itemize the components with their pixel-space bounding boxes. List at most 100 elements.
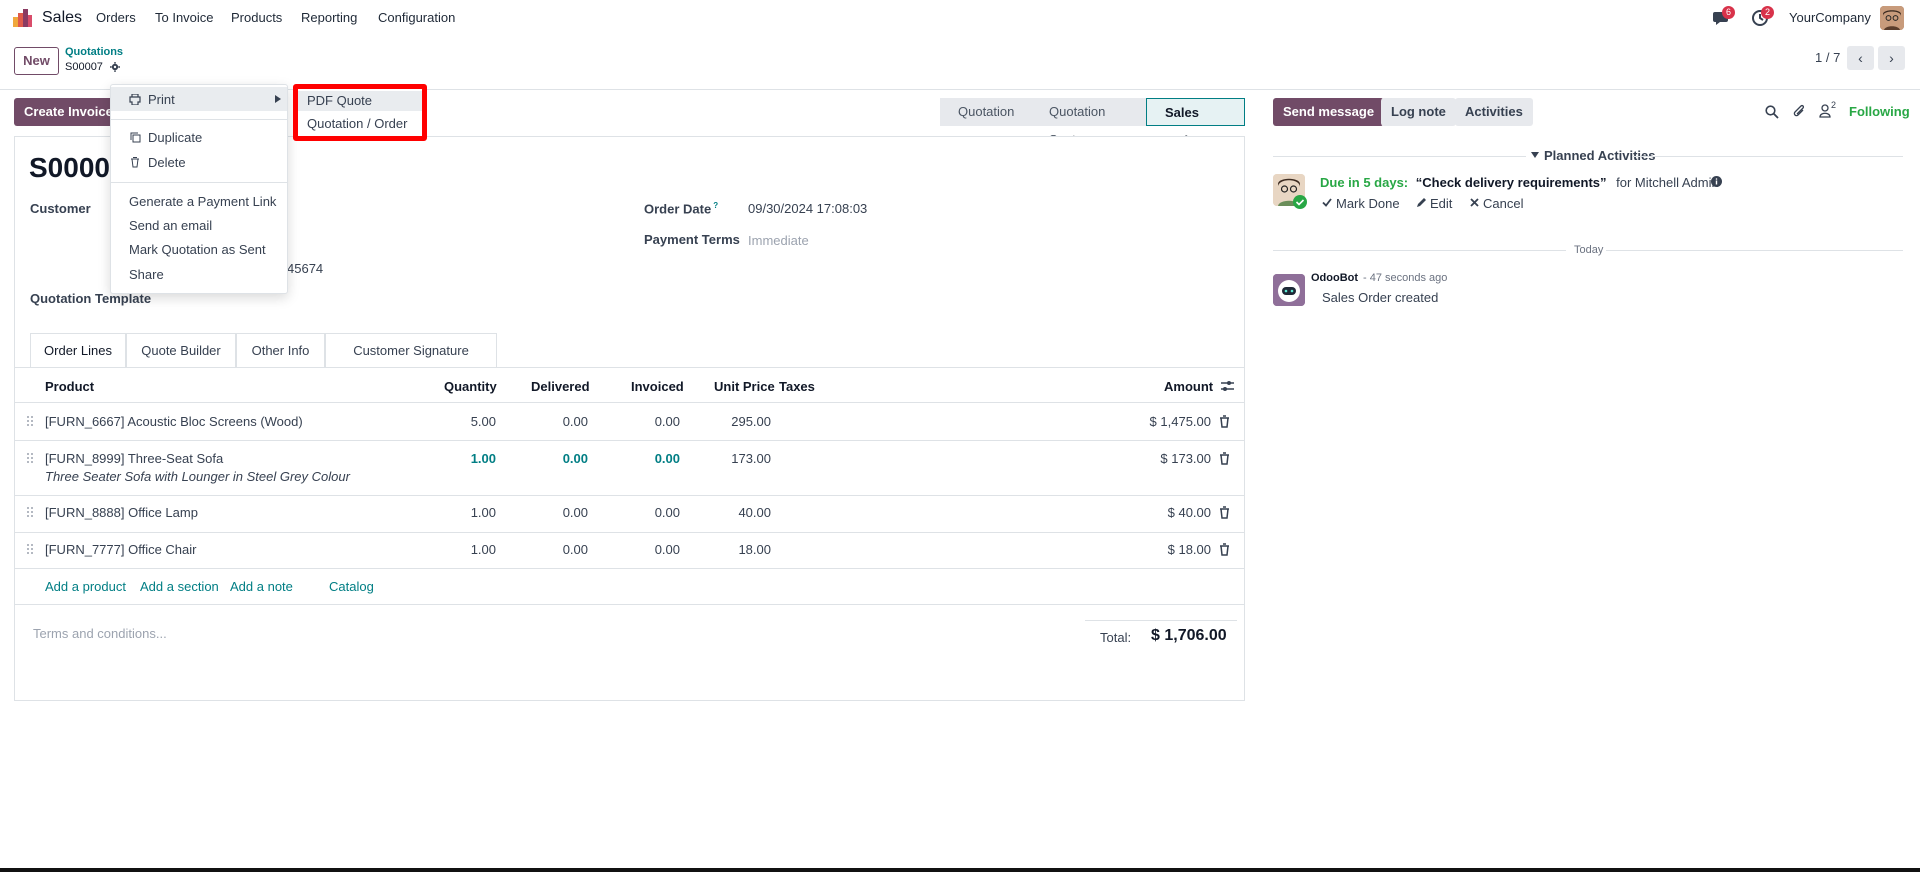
add-note-link[interactable]: Add a note	[230, 579, 293, 594]
search-icon[interactable]	[1765, 105, 1779, 119]
send-email-item[interactable]: Send an email	[129, 218, 213, 233]
generate-payment-link-item[interactable]: Generate a Payment Link	[129, 194, 277, 209]
line-product[interactable]: [FURN_8999] Three-Seat Sofa	[45, 451, 224, 466]
sales-app-icon[interactable]	[13, 9, 33, 27]
record-title: S0000	[29, 152, 110, 183]
terms-input[interactable]: Terms and conditions...	[33, 626, 167, 641]
tab-other-info[interactable]: Other Info	[236, 333, 325, 368]
line-invoiced[interactable]: 0.00	[654, 451, 680, 466]
trash-icon	[131, 157, 139, 168]
line-amount: $ 173.00	[1160, 451, 1211, 466]
planned-activities-toggle[interactable]: Planned Activities	[1544, 148, 1656, 163]
send-message-button[interactable]: Send message	[1273, 98, 1385, 126]
line-invoiced[interactable]: 0.00	[654, 414, 680, 429]
menu-to-invoice[interactable]: To Invoice	[155, 10, 214, 25]
trash-icon[interactable]	[1219, 452, 1230, 465]
col-quantity[interactable]: Quantity	[444, 379, 497, 394]
trash-icon[interactable]	[1219, 506, 1230, 519]
menu-products[interactable]: Products	[231, 10, 283, 25]
order-date-help-icon[interactable]: ?	[713, 201, 719, 210]
create-invoice-button[interactable]: Create Invoice	[14, 98, 123, 126]
line-product[interactable]: [FURN_7777] Office Chair	[45, 542, 197, 557]
col-taxes[interactable]: Taxes	[779, 379, 815, 394]
payment-terms-label: Payment Terms	[644, 232, 740, 247]
line-description[interactable]: Three Seater Sofa with Lounger in Steel …	[45, 469, 350, 484]
gear-icon[interactable]	[110, 62, 120, 72]
line-quantity[interactable]: 5.00	[470, 414, 496, 429]
info-icon[interactable]	[1711, 176, 1722, 187]
user-avatar[interactable]	[1880, 6, 1904, 30]
col-delivered[interactable]: Delivered	[531, 379, 590, 394]
message-author[interactable]: OdooBot	[1311, 272, 1359, 284]
add-section-link[interactable]: Add a section	[140, 579, 219, 594]
menu-configuration[interactable]: Configuration	[378, 10, 456, 25]
line-unit-price[interactable]: 18.00	[738, 542, 771, 557]
col-invoiced[interactable]: Invoiced	[631, 379, 684, 394]
line-quantity[interactable]: 1.00	[470, 505, 496, 520]
status-quotation-sent[interactable]: Quotation Sent	[1031, 98, 1146, 147]
line-invoiced[interactable]: 0.00	[654, 505, 680, 520]
line-quantity[interactable]: 1.00	[470, 542, 496, 557]
line-unit-price[interactable]: 40.00	[738, 505, 771, 520]
pager-next-button[interactable]: ›	[1878, 46, 1905, 70]
print-menu-item[interactable]: Print	[148, 92, 175, 107]
payment-terms-input[interactable]: Immediate	[748, 233, 809, 248]
caret-down-icon[interactable]	[1531, 152, 1539, 158]
tab-order-lines[interactable]: Order Lines	[30, 333, 126, 368]
duplicate-menu-item[interactable]: Duplicate	[148, 130, 203, 145]
drag-handle-icon[interactable]	[26, 452, 34, 464]
line-delivered[interactable]: 0.00	[562, 451, 588, 466]
drag-handle-icon[interactable]	[26, 506, 34, 518]
new-button[interactable]: New	[14, 47, 59, 75]
mark-quotation-sent-item[interactable]: Mark Quotation as Sent	[129, 242, 266, 257]
line-unit-price[interactable]: 173.00	[731, 451, 771, 466]
line-delivered[interactable]: 0.00	[562, 542, 588, 557]
column-settings-icon[interactable]	[1221, 380, 1234, 392]
share-item[interactable]: Share	[129, 267, 164, 282]
status-quotation[interactable]: Quotation	[940, 98, 1031, 126]
quotation-order-item[interactable]: Quotation / Order	[307, 116, 408, 131]
line-unit-price[interactable]: 295.00	[731, 414, 771, 429]
edit-link[interactable]: Edit	[1430, 196, 1453, 211]
followers-icon[interactable]	[1819, 104, 1831, 118]
total-label: Total:	[1100, 630, 1132, 645]
line-invoiced[interactable]: 0.00	[654, 542, 680, 557]
line-delivered[interactable]: 0.00	[562, 414, 588, 429]
drag-handle-icon[interactable]	[26, 543, 34, 555]
menu-reporting[interactable]: Reporting	[301, 10, 358, 25]
breadcrumb-quotations[interactable]: Quotations	[65, 46, 124, 58]
line-delivered[interactable]: 0.00	[562, 505, 588, 520]
divider	[1273, 156, 1526, 157]
delete-menu-item[interactable]: Delete	[148, 155, 186, 170]
add-product-link[interactable]: Add a product	[45, 579, 126, 594]
line-quantity[interactable]: 1.00	[470, 451, 496, 466]
paperclip-icon[interactable]	[1793, 104, 1806, 119]
pager-previous-button[interactable]: ‹	[1847, 46, 1874, 70]
menu-orders[interactable]: Orders	[96, 10, 136, 25]
order-date-value[interactable]: 09/30/2024 17:08:03	[748, 201, 868, 216]
trash-icon[interactable]	[1219, 415, 1230, 428]
activity-summary: Due in 5 days: “Check delivery requireme…	[1320, 175, 1719, 190]
following-button[interactable]: Following	[1849, 104, 1910, 119]
tab-quote-builder[interactable]: Quote Builder	[126, 333, 236, 368]
cancel-link[interactable]: Cancel	[1483, 196, 1524, 211]
mark-done-link[interactable]: Mark Done	[1336, 196, 1400, 211]
drag-handle-icon[interactable]	[26, 415, 34, 427]
divider	[1632, 156, 1903, 157]
app-name[interactable]: Sales	[42, 9, 83, 26]
tab-customer-signature[interactable]: Customer Signature	[325, 333, 497, 368]
log-note-button[interactable]: Log note	[1381, 98, 1456, 126]
col-amount[interactable]: Amount	[1164, 379, 1214, 394]
activity-assignee: for Mitchell Admin	[1616, 175, 1719, 190]
pager-value[interactable]: 1 / 7	[1815, 50, 1841, 65]
status-sales-order[interactable]: Sales Order	[1146, 98, 1245, 148]
line-product[interactable]: [FURN_6667] Acoustic Bloc Screens (Wood)	[45, 414, 303, 429]
company-switcher[interactable]: YourCompany	[1789, 10, 1871, 25]
col-unit-price[interactable]: Unit Price	[714, 379, 775, 394]
catalog-link[interactable]: Catalog	[329, 579, 374, 594]
trash-icon[interactable]	[1219, 543, 1230, 556]
activities-button[interactable]: Activities	[1455, 98, 1533, 126]
col-product[interactable]: Product	[45, 379, 95, 394]
pdf-quote-item[interactable]: PDF Quote	[307, 93, 373, 108]
line-product[interactable]: [FURN_8888] Office Lamp	[45, 505, 198, 520]
